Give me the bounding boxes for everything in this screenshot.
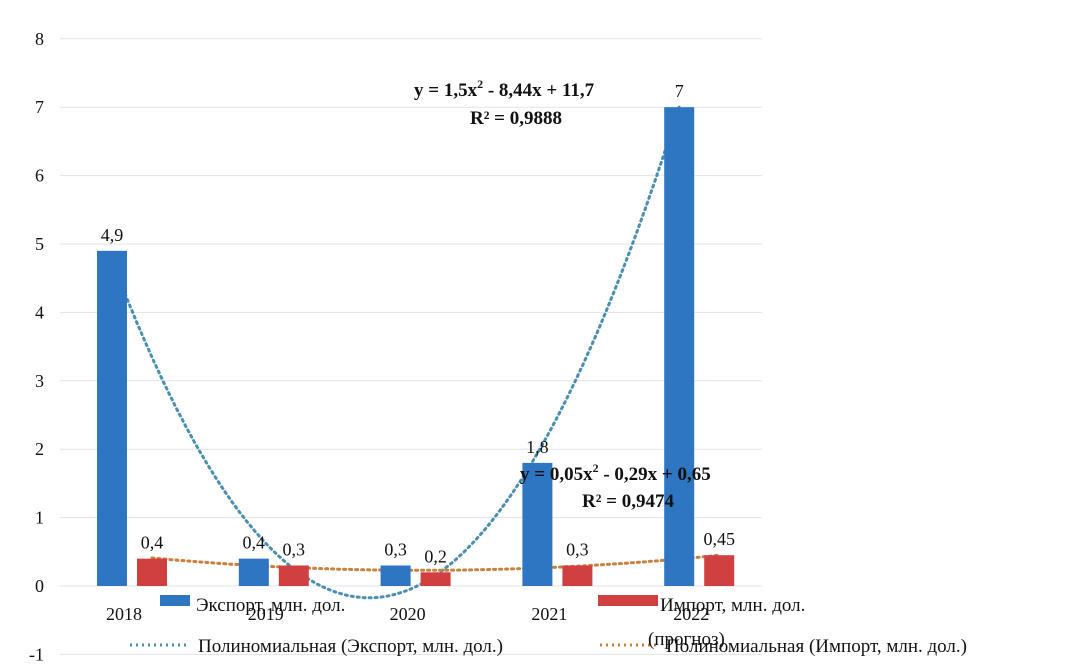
x-tick-label: 2020: [390, 604, 426, 624]
import-bar: [420, 572, 451, 586]
x-tick-label: 2019: [248, 604, 284, 624]
trendlines: [110, 105, 721, 600]
x-tick-label: 2018: [106, 604, 142, 624]
legend-label-import: Импорт, млн. дол.: [660, 595, 805, 616]
export-data-label: 1,8: [526, 437, 549, 457]
x-axis-ticks: 2018 2019 2020 2021 2022: [106, 604, 709, 624]
import-trend-r2: R² = 0,9474: [582, 491, 674, 512]
export-bar: [238, 558, 269, 586]
x-tick-label: 2022: [673, 604, 709, 624]
legend-extra-text: (прогноз): [648, 629, 725, 650]
data-labels: 4,9 0,4 0,4 0,3 0,3 0,2 1,8 0,3 7 0,45: [101, 81, 735, 566]
import-data-label: 0,45: [703, 529, 735, 549]
legend-label-export: Экспорт, млн. дол.: [196, 595, 345, 616]
export-bar: [380, 565, 411, 586]
export-data-label: 0,3: [384, 539, 407, 559]
import-data-label: 0,3: [566, 539, 589, 559]
y-tick-label: 2: [35, 439, 44, 459]
y-tick-label: 5: [35, 234, 44, 254]
import-data-label: 0,4: [141, 533, 164, 553]
import-bar: [562, 565, 593, 586]
import-bar: [278, 565, 309, 586]
export-trend-r2: R² = 0,9888: [470, 108, 562, 129]
export-data-label: 7: [675, 81, 684, 101]
y-tick-label: 3: [35, 371, 44, 391]
y-tick-label: 0: [35, 576, 44, 596]
bars: [97, 107, 735, 586]
export-data-label: 4,9: [101, 225, 124, 245]
export-trendline: [110, 105, 681, 600]
legend-label-import-trend: Полиномиальная (Импорт, млн. дол.): [666, 636, 967, 657]
legend-swatch-import: [598, 595, 658, 606]
y-tick-label: 6: [35, 166, 44, 186]
gridlines: [60, 38, 762, 655]
svg-text:y = 0,05x2 - 0,29x + 0,65: y = 0,05x2 - 0,29x + 0,65: [520, 461, 711, 485]
y-tick-label: 1: [35, 508, 44, 528]
import-data-label: 0,2: [424, 546, 447, 566]
export-data-label: 0,4: [243, 533, 266, 553]
legend-label-export-trend: Полиномиальная (Экспорт, млн. дол.): [198, 636, 503, 657]
import-bar: [704, 555, 735, 586]
import-data-label: 0,3: [283, 539, 306, 559]
import-trend-equation: y = 0,05x2 - 0,29x + 0,65 R² = 0,9474: [520, 461, 711, 512]
y-tick-label: 4: [35, 302, 44, 322]
import-bar: [137, 558, 167, 586]
legend-swatch-export: [160, 595, 190, 606]
y-axis-ticks: -1 0 1 2 3 4 5 6 7 8: [29, 29, 44, 665]
x-tick-label: 2021: [531, 604, 567, 624]
export-bar: [664, 107, 695, 586]
y-tick-label: 7: [35, 97, 44, 117]
svg-text:y = 1,5x2 - 8,44x + 11,7: y = 1,5x2 - 8,44x + 11,7: [414, 77, 595, 101]
legend: Экспорт, млн. дол. Импорт, млн. дол. Пол…: [130, 595, 967, 657]
export-trend-equation: y = 1,5x2 - 8,44x + 11,7 R² = 0,9888: [414, 77, 595, 129]
y-tick-label: -1: [29, 644, 44, 664]
export-bar: [522, 462, 553, 586]
y-tick-label: 8: [35, 29, 44, 49]
export-bar: [97, 250, 127, 586]
